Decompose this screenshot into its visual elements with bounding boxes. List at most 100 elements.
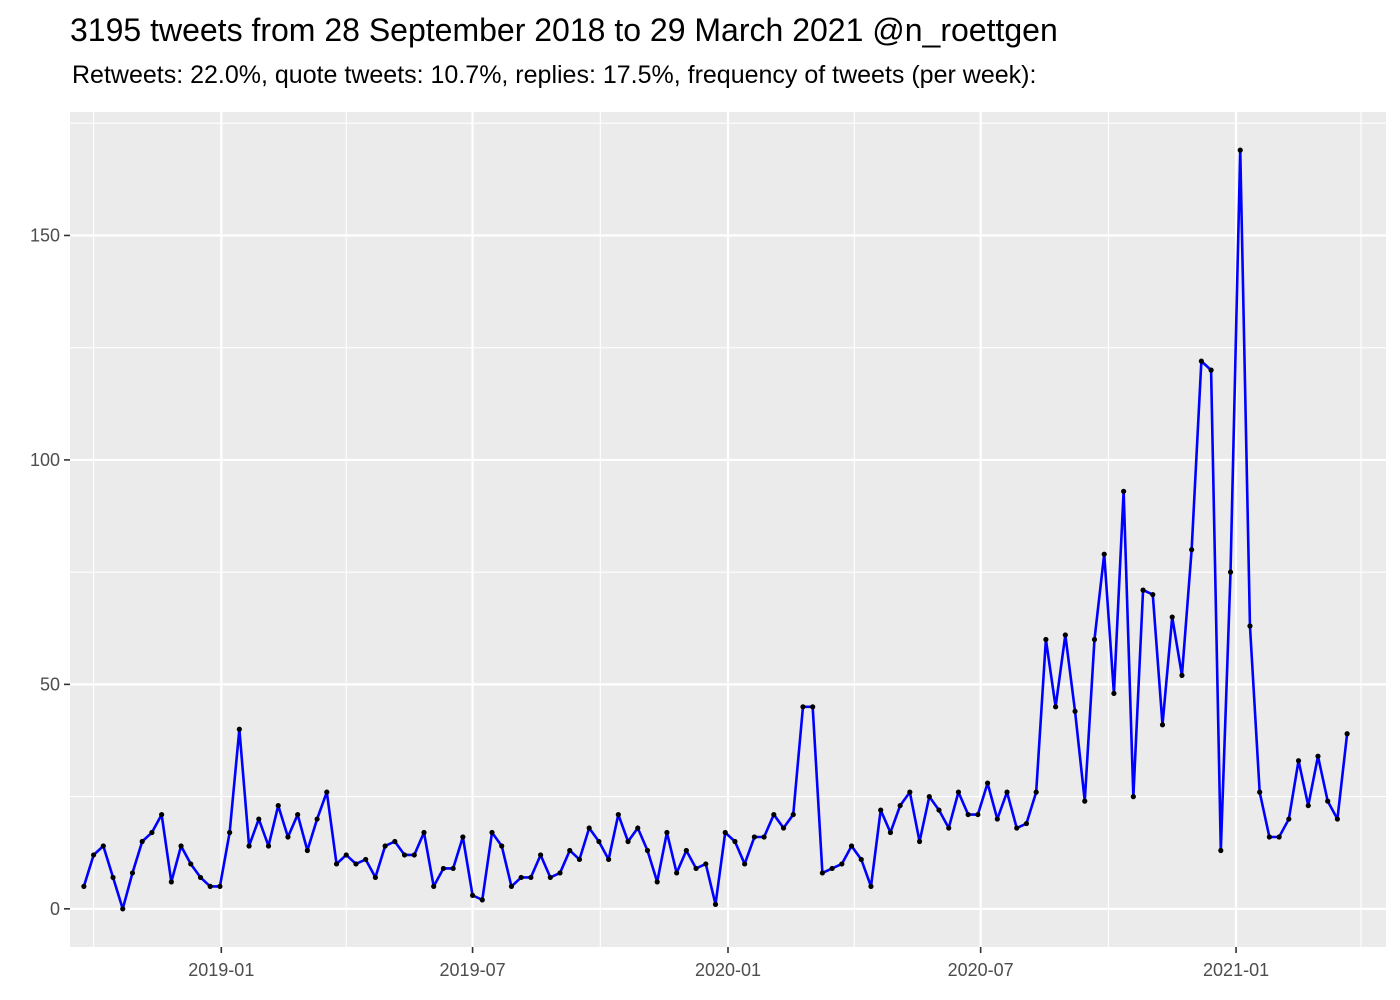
data-point xyxy=(168,879,174,885)
data-point xyxy=(489,829,495,836)
data-point xyxy=(479,897,485,903)
data-point xyxy=(839,861,845,867)
data-point xyxy=(1140,587,1146,593)
data-point xyxy=(635,825,641,831)
data-point xyxy=(528,874,534,881)
data-point xyxy=(411,852,417,858)
data-point xyxy=(129,870,136,876)
data-point xyxy=(450,865,456,872)
data-point xyxy=(1033,789,1039,795)
data-point xyxy=(1072,708,1078,714)
data-point xyxy=(207,883,213,890)
data-point xyxy=(547,874,553,881)
data-point xyxy=(1004,789,1010,795)
data-point xyxy=(333,861,340,867)
data-point xyxy=(1159,722,1166,728)
data-point xyxy=(246,843,252,849)
data-point xyxy=(188,861,194,867)
data-point xyxy=(1101,551,1107,557)
major-gridlines xyxy=(70,112,1386,947)
data-point xyxy=(907,789,913,795)
data-point xyxy=(1286,816,1292,822)
data-point xyxy=(1043,636,1049,643)
data-point xyxy=(1091,636,1098,643)
data-point xyxy=(81,883,87,890)
data-point xyxy=(285,834,291,840)
y-tick-label: 100 xyxy=(30,450,60,470)
data-point xyxy=(1257,789,1263,795)
data-point xyxy=(275,802,281,809)
data-point xyxy=(1150,591,1156,598)
data-point xyxy=(810,704,816,710)
data-point xyxy=(1295,758,1302,764)
chart-subtitle: Retweets: 22.0%, quote tweets: 10.7%, re… xyxy=(72,61,1037,89)
data-point xyxy=(790,811,796,818)
data-point xyxy=(392,838,398,845)
data-point xyxy=(654,879,660,885)
data-point xyxy=(197,874,204,881)
data-point xyxy=(314,816,320,822)
axis-labels: 0 50 100 150 2019-01 2019-07 2020-01 2020-07 202… xyxy=(30,225,1269,980)
data-point xyxy=(644,847,651,854)
data-point xyxy=(1023,820,1030,827)
data-point xyxy=(926,794,932,800)
data-point xyxy=(178,843,184,849)
data-point xyxy=(994,816,1000,822)
y-tick-label: 150 xyxy=(30,225,60,245)
x-tick-label: 2019-01 xyxy=(188,960,254,980)
data-point xyxy=(742,861,748,867)
data-point xyxy=(353,861,359,867)
data-point xyxy=(1169,614,1175,620)
data-point xyxy=(936,807,942,813)
data-point xyxy=(1247,623,1253,629)
data-point xyxy=(965,811,971,818)
data-point xyxy=(401,852,408,858)
data-point xyxy=(712,901,719,907)
data-point xyxy=(139,838,145,845)
data-point xyxy=(91,852,97,858)
data-point xyxy=(343,852,349,858)
data-points xyxy=(81,147,1350,912)
data-point xyxy=(1276,834,1282,840)
chart-title: 3195 tweets from 28 September 2018 to 29… xyxy=(70,12,1058,48)
data-point xyxy=(975,811,981,818)
data-point xyxy=(751,834,757,840)
data-point xyxy=(1179,672,1185,679)
data-point xyxy=(887,829,894,836)
data-point xyxy=(800,704,806,710)
data-point xyxy=(722,829,728,836)
data-point xyxy=(780,825,787,831)
data-point xyxy=(955,789,962,795)
data-point xyxy=(586,825,592,831)
data-point xyxy=(848,843,855,849)
data-point xyxy=(674,870,680,876)
data-point xyxy=(1014,825,1020,831)
data-point xyxy=(771,811,777,818)
data-point xyxy=(508,883,515,890)
x-tick-label: 2020-01 xyxy=(695,960,761,980)
x-tick-label: 2019-07 xyxy=(440,960,506,980)
data-point xyxy=(1315,753,1321,759)
data-point xyxy=(499,843,505,849)
data-point xyxy=(1208,367,1214,373)
data-point xyxy=(469,892,476,898)
data-point xyxy=(421,829,427,836)
data-point xyxy=(557,870,563,876)
data-point xyxy=(1227,569,1234,575)
data-point xyxy=(1053,704,1059,710)
data-point xyxy=(761,834,767,840)
data-point xyxy=(858,856,864,863)
data-point xyxy=(1130,794,1136,800)
data-point xyxy=(916,838,923,845)
data-point xyxy=(324,789,330,795)
data-point xyxy=(518,874,524,881)
data-point xyxy=(1189,547,1195,553)
data-point xyxy=(1082,798,1088,804)
data-point xyxy=(295,811,301,818)
data-point xyxy=(1237,147,1243,153)
data-point xyxy=(1305,802,1311,809)
data-point xyxy=(363,856,369,863)
data-point xyxy=(460,834,466,840)
data-point xyxy=(1344,731,1350,737)
